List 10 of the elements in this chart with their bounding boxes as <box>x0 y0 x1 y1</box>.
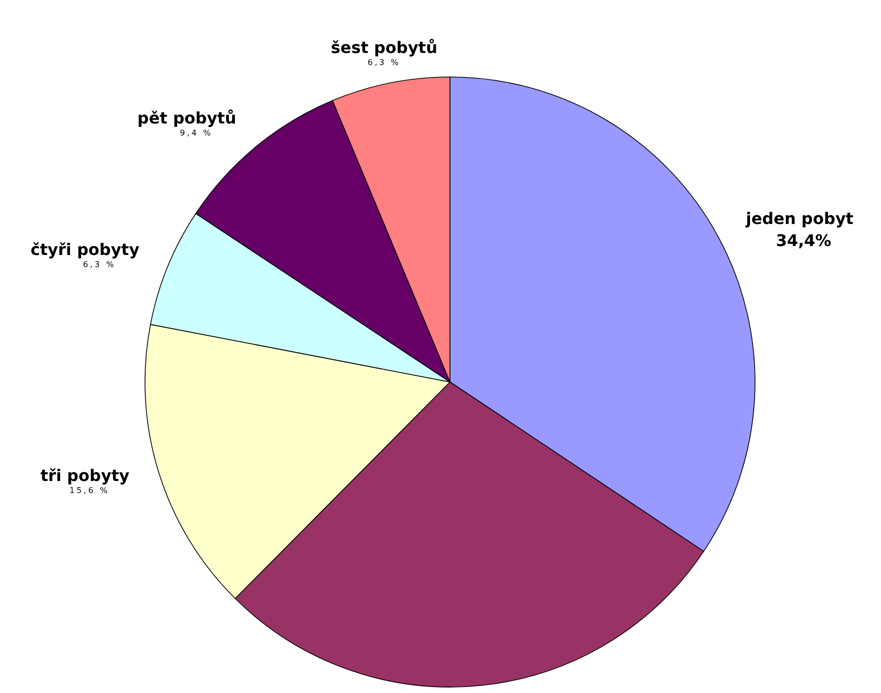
data-label: 34,4% <box>776 230 832 250</box>
data-label: 9,4 % <box>180 128 213 138</box>
slice-label: šest pobytů <box>330 38 438 58</box>
data-label: 6,3 % <box>368 58 401 68</box>
slice-label: pět pobytů <box>137 108 236 128</box>
slice-label: čtyři pobyty <box>30 240 140 260</box>
slice-label: tři pobyty <box>40 466 130 486</box>
slice-label: jeden pobyt <box>744 208 854 228</box>
data-label: 15,6 % <box>69 486 110 496</box>
data-label: 6,3 % <box>82 260 116 270</box>
